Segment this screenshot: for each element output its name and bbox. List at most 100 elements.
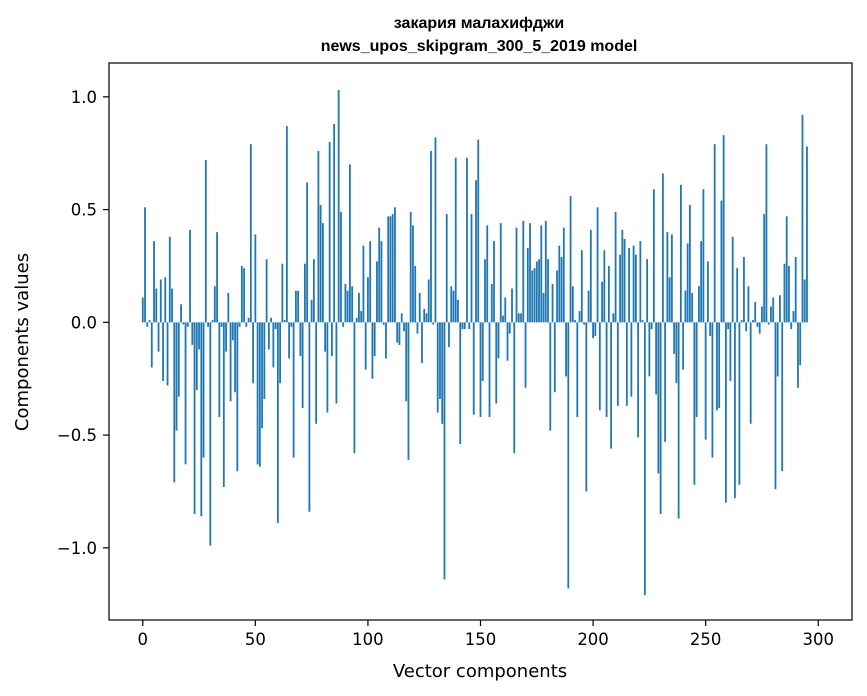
bar-116 xyxy=(403,322,405,332)
bar-167 xyxy=(517,313,520,323)
bar-207 xyxy=(607,265,610,323)
bar-250 xyxy=(704,322,707,440)
bar-41 xyxy=(234,322,236,393)
bar-199 xyxy=(589,229,592,323)
bar-185 xyxy=(558,245,561,323)
bar-14 xyxy=(173,322,176,483)
bar-151 xyxy=(481,322,484,381)
bar-48 xyxy=(249,144,252,323)
bar-222 xyxy=(641,320,644,323)
bar-284 xyxy=(781,322,784,472)
bar-281 xyxy=(774,322,777,490)
bar-178 xyxy=(542,293,545,323)
bar-106 xyxy=(380,241,383,323)
bar-238 xyxy=(677,322,680,519)
bar-80 xyxy=(321,223,324,323)
bar-141 xyxy=(459,322,462,445)
bar-37 xyxy=(225,322,227,352)
bar-236 xyxy=(673,322,676,354)
bar-192 xyxy=(574,320,576,323)
x-tick-label-0: 0 xyxy=(138,630,149,649)
bar-144 xyxy=(466,157,468,323)
bar-68 xyxy=(294,290,297,323)
bar-148 xyxy=(475,180,477,323)
bar-282 xyxy=(776,322,779,377)
bar-140 xyxy=(457,299,459,323)
bar-241 xyxy=(684,290,687,323)
bar-254 xyxy=(713,144,716,323)
bar-174 xyxy=(533,268,536,323)
bar-227 xyxy=(652,189,655,323)
bar-11 xyxy=(166,322,169,386)
bar-57 xyxy=(270,317,273,323)
bar-176 xyxy=(538,259,540,323)
bar-208 xyxy=(610,322,612,449)
bar-21 xyxy=(189,229,191,323)
bar-173 xyxy=(531,270,534,323)
x-axis-ticks: 0 50 100 150 200 250 300 xyxy=(138,620,834,649)
bar-150 xyxy=(479,322,482,418)
bar-194 xyxy=(578,311,581,323)
bar-159 xyxy=(499,223,502,323)
bar-147 xyxy=(472,322,475,415)
bar-265 xyxy=(738,322,741,485)
bar-92 xyxy=(349,164,351,323)
bar-74 xyxy=(308,322,311,512)
bar-97 xyxy=(360,311,363,323)
bar-38 xyxy=(227,293,230,323)
bar-213 xyxy=(621,229,624,323)
bar-273 xyxy=(756,322,759,327)
bar-136 xyxy=(448,322,450,348)
bar-232 xyxy=(664,322,667,442)
bar-62 xyxy=(281,263,284,323)
bar-271 xyxy=(752,320,754,323)
bar-191 xyxy=(571,286,574,323)
bar-16 xyxy=(177,322,180,397)
bar-269 xyxy=(747,286,750,323)
bar-255 xyxy=(716,322,718,411)
bar-83 xyxy=(328,141,331,323)
bar-133 xyxy=(441,322,444,424)
bar-169 xyxy=(522,220,525,323)
bar-206 xyxy=(605,322,608,418)
bar-204 xyxy=(601,281,603,323)
bar-88 xyxy=(340,211,342,323)
bar-162 xyxy=(506,322,509,361)
bar-124 xyxy=(421,322,423,363)
bar-193 xyxy=(576,322,579,418)
bar-91 xyxy=(346,290,349,323)
bar-181 xyxy=(549,322,552,431)
bar-260 xyxy=(727,322,730,330)
bar-55 xyxy=(265,259,268,323)
bar-223 xyxy=(643,322,646,596)
bar-114 xyxy=(398,322,401,345)
bar-214 xyxy=(623,238,626,323)
bar-172 xyxy=(529,223,531,323)
bar-226 xyxy=(650,322,653,330)
bar-163 xyxy=(508,322,511,334)
bar-63 xyxy=(283,320,286,323)
bar-211 xyxy=(616,322,619,406)
bar-160 xyxy=(502,315,504,323)
chart-title-line-1: закария малахифджи xyxy=(394,15,564,32)
bar-73 xyxy=(306,182,309,323)
bar-58 xyxy=(272,322,275,368)
y-tick-label-0: −1.0 xyxy=(57,539,97,558)
bar-110 xyxy=(389,216,392,323)
bar-2 xyxy=(146,322,149,327)
bar-146 xyxy=(470,214,473,323)
bar-0 xyxy=(141,297,144,323)
bar-3 xyxy=(148,320,151,323)
bar-94 xyxy=(353,322,356,454)
bar-120 xyxy=(412,225,414,323)
plot-frame xyxy=(108,62,853,621)
y-tick-label-1: −0.5 xyxy=(57,426,97,445)
bar-190 xyxy=(569,196,572,323)
bar-203 xyxy=(598,322,601,411)
bar-157 xyxy=(495,322,498,404)
bar-228 xyxy=(655,322,658,395)
bar-278 xyxy=(767,322,770,325)
x-tick-label-200: 200 xyxy=(577,630,609,649)
bar-230 xyxy=(659,322,662,515)
